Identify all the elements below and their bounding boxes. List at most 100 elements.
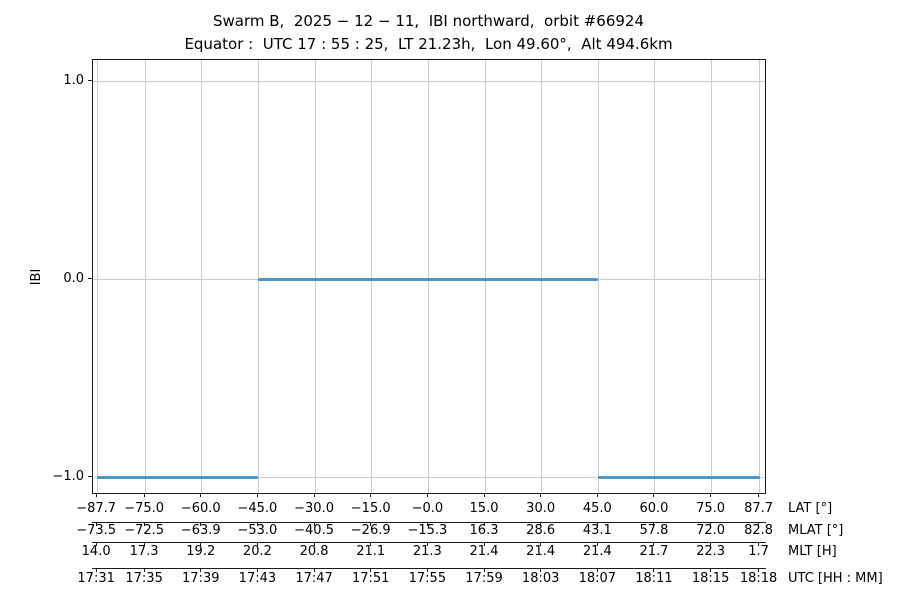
x-tick-label-lat: −30.0: [294, 501, 334, 516]
y-tick-mark: [88, 476, 92, 478]
x-tick-label-mlat: 72.0: [696, 523, 726, 538]
x-tick-mark-utc: [426, 568, 428, 572]
x-tick-label-mlat: −26.9: [350, 523, 391, 538]
x-tick-mark-lat: [256, 493, 258, 497]
x-tick-label-utc: 17:59: [465, 571, 503, 586]
x-tick-label-mlt: 21.4: [469, 544, 499, 559]
x-tick-mark-mlt: [710, 542, 712, 546]
x-tick-mark-utc: [200, 568, 202, 572]
x-tick-mark-utc: [540, 568, 542, 572]
gridline-horizontal: [93, 81, 765, 83]
chart-subtitle: Equator : UTC 17 : 55 : 25, LT 21.23h, L…: [184, 35, 673, 53]
x-tick-label-lat: 45.0: [582, 501, 612, 516]
x-tick-mark-lat: [758, 493, 760, 497]
x-tick-mark-mlat: [483, 522, 485, 526]
x-tick-label-utc: 17:55: [408, 571, 447, 586]
x-tick-label-mlt: 21.3: [412, 544, 442, 559]
axis-row-name-lat: LAT [°]: [788, 501, 833, 516]
x-tick-mark-lat: [596, 493, 598, 497]
x-tick-mark-utc: [256, 568, 258, 572]
x-tick-label-lat: −15.0: [350, 501, 391, 516]
x-tick-label-mlt: 22.3: [696, 544, 726, 559]
x-tick-mark-utc: [313, 568, 315, 572]
x-tick-label-lat: −60.0: [180, 501, 221, 516]
x-tick-label-lat: 60.0: [639, 501, 669, 516]
x-tick-mark-lat: [710, 493, 712, 497]
x-tick-label-utc: 18:11: [635, 571, 673, 586]
ibi-line-segment: [97, 476, 259, 480]
x-tick-label-mlat: 57.8: [639, 523, 669, 538]
x-tick-mark-mlat: [540, 522, 542, 526]
axis-row-name-utc: UTC [HH : MM]: [788, 571, 883, 586]
x-tick-mark-mlat: [426, 522, 428, 526]
gridline-vertical: [427, 60, 429, 493]
gridline-vertical: [144, 60, 146, 493]
x-tick-mark-lat: [143, 493, 145, 497]
gridline-vertical: [257, 60, 259, 493]
gridline-vertical: [96, 60, 98, 493]
gridline-vertical: [759, 60, 761, 493]
y-tick-label: 1.0: [63, 73, 84, 88]
x-tick-label-utc: 18:07: [578, 571, 617, 586]
gridline-vertical: [484, 60, 486, 493]
x-tick-mark-mlt: [95, 542, 97, 546]
x-tick-label-mlt: 21.4: [582, 544, 612, 559]
x-tick-label-mlt: 14.0: [81, 544, 111, 559]
x-tick-label-lat: −75.0: [124, 501, 165, 516]
x-tick-mark-utc: [758, 568, 760, 572]
x-tick-mark-utc: [483, 568, 485, 572]
x-tick-mark-lat: [95, 493, 97, 497]
x-tick-mark-lat: [313, 493, 315, 497]
x-tick-mark-lat: [426, 493, 428, 497]
x-tick-label-utc: 17:47: [295, 571, 333, 586]
x-tick-label-mlt: 1.7: [748, 544, 769, 559]
x-tick-mark-lat: [540, 493, 542, 497]
gridline-vertical: [541, 60, 543, 493]
x-tick-mark-lat: [200, 493, 202, 497]
x-tick-mark-utc: [370, 568, 372, 572]
x-tick-mark-utc: [596, 568, 598, 572]
x-tick-label-mlat: −53.0: [237, 523, 278, 538]
x-tick-mark-lat: [483, 493, 485, 497]
x-tick-label-mlat: −72.5: [124, 523, 165, 538]
x-tick-mark-mlat: [758, 522, 760, 526]
x-tick-label-lat: 87.7: [744, 501, 774, 516]
x-tick-label-utc: 18:03: [521, 571, 560, 586]
x-tick-mark-utc: [710, 568, 712, 572]
chart-title: Swarm B, 2025 − 12 − 11, IBI northward, …: [212, 12, 645, 30]
x-tick-label-mlt: 21.1: [356, 544, 386, 559]
x-tick-label-mlt: 20.2: [242, 544, 272, 559]
gridline-vertical: [654, 60, 656, 493]
x-tick-mark-lat: [653, 493, 655, 497]
x-tick-label-mlt: 21.4: [526, 544, 556, 559]
x-tick-label-utc: 17:31: [77, 571, 115, 586]
y-tick-label: 0.0: [63, 271, 84, 286]
gridline-horizontal: [93, 477, 765, 479]
ibi-line-segment: [258, 278, 599, 282]
gridline-vertical: [597, 60, 599, 493]
x-tick-label-mlat: 43.1: [582, 523, 612, 538]
axis-row-name-mlat: MLAT [°]: [788, 523, 844, 538]
y-tick-mark: [88, 80, 92, 82]
gridline-vertical: [201, 60, 203, 493]
x-tick-mark-mlat: [95, 522, 97, 526]
axis-row-name-mlt: MLT [H]: [788, 544, 837, 559]
x-tick-mark-utc: [653, 568, 655, 572]
x-tick-mark-utc: [143, 568, 145, 572]
x-tick-mark-mlat: [313, 522, 315, 526]
x-tick-label-mlat: −15.3: [407, 523, 448, 538]
x-tick-label-utc: 17:39: [182, 571, 220, 586]
x-tick-label-mlat: 16.3: [469, 523, 499, 538]
y-tick-mark: [88, 278, 92, 280]
x-tick-mark-mlat: [710, 522, 712, 526]
x-tick-label-lat: −45.0: [237, 501, 278, 516]
x-tick-label-mlt: 21.7: [639, 544, 669, 559]
gridline-vertical: [314, 60, 316, 493]
x-tick-label-mlat: −73.5: [76, 523, 117, 538]
plot-area: [92, 59, 766, 494]
x-tick-mark-mlt: [200, 542, 202, 546]
axis-row-line-mlat: [92, 522, 766, 523]
x-tick-label-lat: −87.7: [76, 501, 117, 516]
x-tick-mark-mlat: [200, 522, 202, 526]
